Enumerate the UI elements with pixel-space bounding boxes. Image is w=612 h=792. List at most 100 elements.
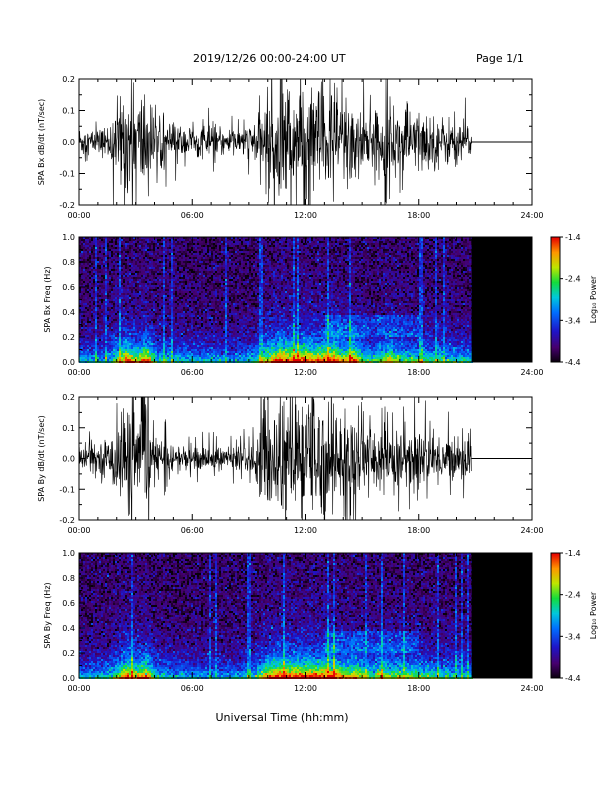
spectrogram-cell (85, 267, 87, 269)
spectrogram-cell (127, 277, 129, 279)
spectrogram-cell (79, 325, 81, 327)
spectrogram-cell (231, 303, 233, 305)
spectrogram-cell (79, 313, 81, 315)
spectrogram-cell (165, 273, 167, 275)
spectrogram-cell (121, 337, 123, 339)
spectrogram-cell (97, 327, 99, 329)
spectrogram-cell (93, 283, 95, 285)
spectrogram-cell (117, 241, 119, 243)
spectrogram-cell (149, 331, 151, 333)
spectrogram-cell (163, 261, 165, 263)
spectrogram-cell (217, 257, 219, 259)
spectrogram-cell (185, 287, 187, 289)
spectrogram-cell (151, 283, 153, 285)
spectrogram-cell (215, 287, 217, 289)
spectrogram-cell (187, 337, 189, 339)
spectrogram-cell (199, 325, 201, 327)
spectrogram-cell (159, 265, 161, 267)
spectrogram-cell (169, 269, 171, 271)
spectrogram-cell (141, 297, 143, 299)
spectrogram-cell (175, 353, 177, 355)
spectrogram-cell (101, 281, 103, 283)
spectrogram-cell (177, 303, 179, 305)
spectrogram-cell (79, 355, 81, 357)
spectrogram-cell (113, 299, 115, 301)
spectrogram-cell (171, 359, 173, 361)
spectrogram-cell (201, 319, 203, 321)
spectrogram-cell (127, 339, 129, 341)
spectrogram-cell (105, 287, 107, 289)
spectrogram-cell (231, 341, 233, 343)
spectrogram-cell (131, 261, 133, 263)
spectrogram-cell (119, 253, 121, 255)
spectrogram-cell (211, 301, 213, 303)
spectrogram-cell (203, 269, 205, 271)
spectrogram-cell (137, 343, 139, 345)
spectrogram-cell (209, 325, 211, 327)
spectrogram-cell (233, 315, 235, 317)
spectrogram-cell (103, 331, 105, 333)
spectrogram-cell (183, 299, 185, 301)
spectrogram-cell (181, 241, 183, 243)
spectrogram-cell (107, 251, 109, 253)
spectrogram-cell (147, 249, 149, 251)
spectrogram-cell (145, 271, 147, 273)
spectrogram-cell (111, 303, 113, 305)
spectrogram-cell (171, 279, 173, 281)
spectrogram-cell (87, 279, 89, 281)
spectrogram-cell (157, 267, 159, 269)
spectrogram-cell (215, 301, 217, 303)
spectrogram-cell (225, 321, 227, 323)
spectrogram-cell (213, 333, 215, 335)
spectrogram-cell (183, 239, 185, 241)
spectrogram-cell (211, 355, 213, 357)
spectrogram-cell (233, 279, 235, 281)
spectrogram-cell (85, 351, 87, 353)
spectrogram-cell (113, 339, 115, 341)
spectrogram-cell (205, 313, 207, 315)
spectrogram-cell (83, 239, 85, 241)
spectrogram-cell (209, 257, 211, 259)
spectrogram-cell (173, 309, 175, 311)
spectrogram-cell (181, 279, 183, 281)
spectrogram-cell (157, 241, 159, 243)
spectrogram-cell (109, 339, 111, 341)
spectrogram-cell (171, 259, 173, 261)
spectrogram-cell (99, 259, 101, 261)
spectrogram-cell (189, 241, 191, 243)
spectrogram-cell (209, 351, 211, 353)
spectrogram-cell (129, 301, 131, 303)
spectrogram-cell (85, 297, 87, 299)
spectrogram-cell (159, 341, 161, 343)
spectrogram-cell (207, 237, 209, 239)
spectrogram-cell (175, 359, 177, 361)
spectrogram-cell (141, 333, 143, 335)
spectrogram-cell (137, 283, 139, 285)
spectrogram-cell (153, 327, 155, 329)
spectrogram-cell (101, 341, 103, 343)
spectrogram-cell (167, 277, 169, 279)
spectrogram-cell (131, 315, 133, 317)
spectrogram-cell (93, 329, 95, 331)
spectrogram-cell (191, 339, 193, 341)
spectrogram-cell (129, 327, 131, 329)
spectrogram-cell (227, 327, 229, 329)
spectrogram-cell (165, 353, 167, 355)
spectrogram-cell (165, 325, 167, 327)
spectrogram-cell (203, 253, 205, 255)
spectrogram-cell (187, 299, 189, 301)
spectrogram-cell (93, 341, 95, 343)
spectrogram-cell (179, 247, 181, 249)
spectrogram-cell (223, 333, 225, 335)
spectrogram-cell (205, 315, 207, 317)
spectrogram-cell (117, 289, 119, 291)
spectrogram-cell (143, 289, 145, 291)
spectrogram-cell (173, 323, 175, 325)
spectrogram-cell (161, 353, 163, 355)
spectrogram-cell (123, 261, 125, 263)
spectrogram-cell (155, 275, 157, 277)
spectrogram-cell (101, 351, 103, 353)
spectrogram-cell (153, 287, 155, 289)
spectrogram-cell (227, 283, 229, 285)
spectrogram-cell (97, 283, 99, 285)
